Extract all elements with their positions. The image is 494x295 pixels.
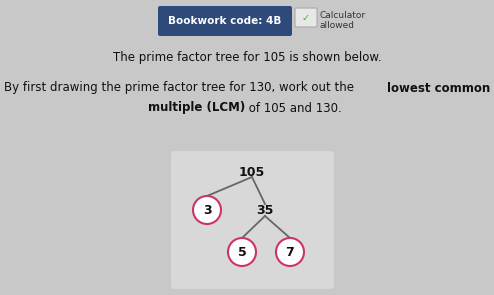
Text: allowed: allowed [320,22,355,30]
FancyBboxPatch shape [158,6,292,36]
Circle shape [228,238,256,266]
Text: 35: 35 [256,204,274,217]
Circle shape [276,238,304,266]
FancyBboxPatch shape [171,151,334,289]
FancyBboxPatch shape [295,8,317,27]
Text: 5: 5 [238,245,247,258]
Text: Calculator: Calculator [320,11,366,19]
Text: ✓: ✓ [302,14,310,24]
Text: 105: 105 [239,165,265,178]
Text: The prime factor tree for 105 is shown below.: The prime factor tree for 105 is shown b… [113,52,381,65]
Text: By first drawing the prime factor tree for 130, work out the: By first drawing the prime factor tree f… [4,81,358,94]
Text: lowest common: lowest common [387,81,490,94]
Text: Bookwork code: 4B: Bookwork code: 4B [168,16,282,26]
Text: 7: 7 [286,245,294,258]
Circle shape [193,196,221,224]
Text: 3: 3 [203,204,211,217]
Text: of 105 and 130.: of 105 and 130. [245,101,342,114]
Text: multiple (LCM): multiple (LCM) [148,101,245,114]
